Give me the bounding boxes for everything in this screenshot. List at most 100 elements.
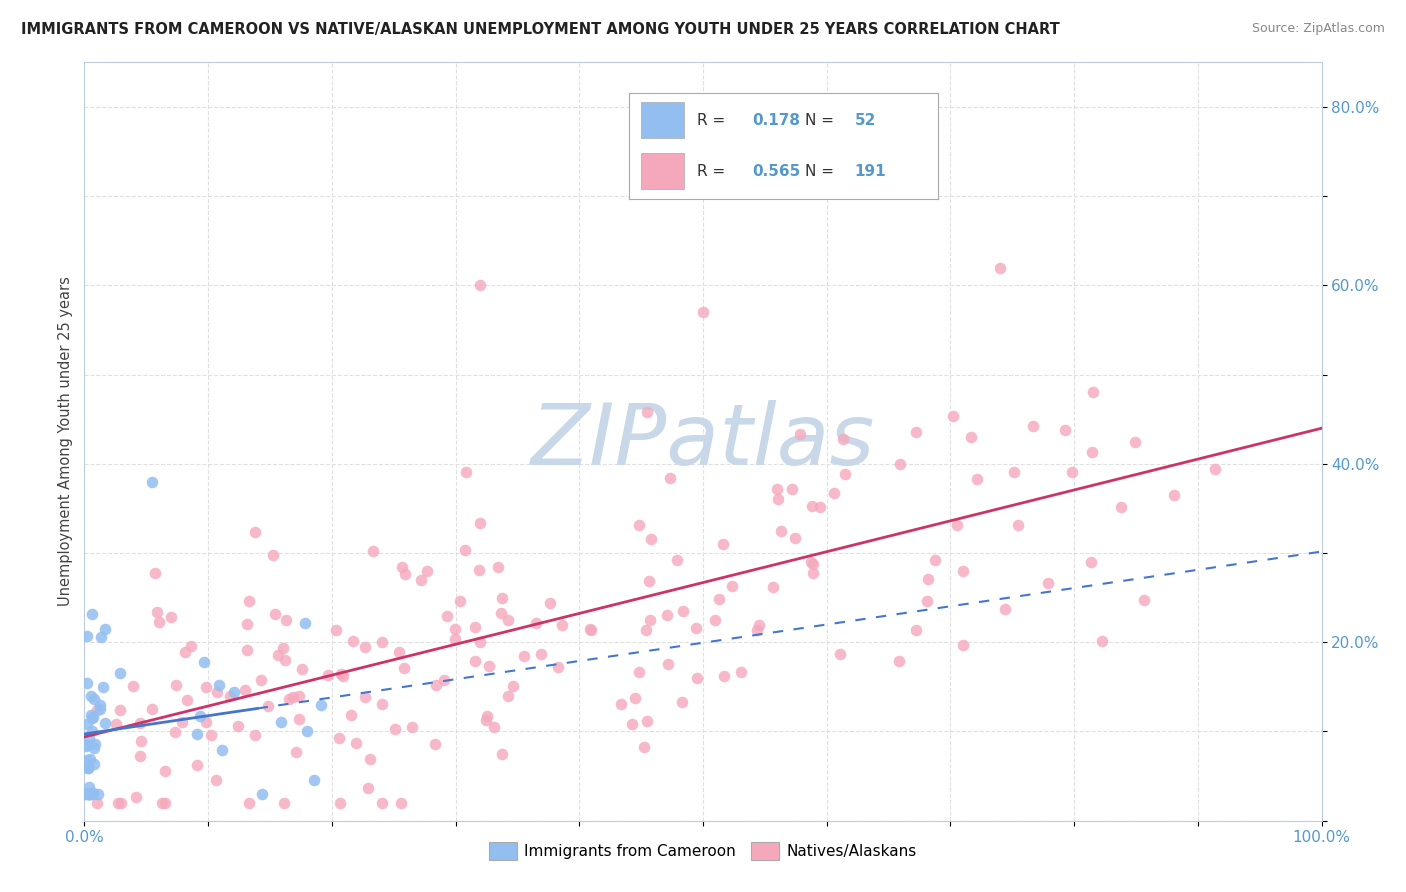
Point (889, 457, 911, 471)
Point (1111, 500, 1133, 514)
Point (801, 566, 824, 580)
Point (703, 613, 725, 627)
Point (200, 728, 222, 742)
Point (238, 593, 260, 607)
Point (624, 691, 647, 706)
Point (823, 486, 845, 500)
Point (1060, 465, 1083, 479)
Point (762, 580, 785, 594)
Point (107, 796, 129, 810)
Point (491, 591, 513, 605)
Point (291, 662, 314, 676)
Point (633, 739, 655, 754)
Point (942, 409, 965, 424)
Point (524, 616, 547, 631)
Point (75, 787, 97, 801)
Point (917, 572, 939, 586)
Point (82, 786, 104, 800)
Point (946, 517, 969, 532)
Point (384, 722, 406, 736)
Point (915, 593, 938, 607)
Point (243, 728, 266, 742)
Point (125, 789, 148, 804)
Point (238, 796, 260, 810)
Point (79, 787, 101, 801)
Point (128, 716, 150, 731)
Point (77, 787, 100, 801)
Point (148, 615, 170, 629)
Point (783, 531, 806, 545)
Point (478, 659, 501, 673)
Point (468, 563, 491, 577)
Point (222, 685, 245, 699)
Point (285, 745, 308, 759)
Point (655, 608, 678, 623)
Point (294, 615, 316, 630)
Point (357, 780, 380, 795)
Point (277, 692, 299, 706)
Point (464, 654, 486, 668)
Point (707, 592, 730, 607)
Point (477, 708, 499, 723)
Point (325, 624, 347, 638)
Point (87, 787, 110, 801)
Point (83, 691, 105, 706)
Point (782, 482, 804, 496)
Point (392, 660, 415, 674)
Point (370, 698, 392, 712)
Point (108, 666, 131, 681)
Point (770, 524, 793, 538)
Point (129, 748, 152, 763)
Point (76, 717, 98, 731)
Point (464, 620, 486, 634)
Point (1007, 518, 1029, 533)
Point (730, 665, 752, 679)
Point (110, 796, 132, 810)
Point (482, 720, 505, 734)
Point (638, 574, 661, 589)
Point (905, 624, 928, 638)
Point (94, 716, 117, 731)
Point (454, 543, 477, 558)
Point (83, 756, 105, 771)
Point (579, 622, 602, 636)
Point (82, 709, 104, 723)
Point (77, 787, 100, 801)
Point (302, 772, 325, 787)
Point (84, 737, 107, 751)
Point (1204, 462, 1226, 476)
Point (89, 702, 111, 716)
Point (830, 647, 852, 661)
Point (160, 610, 183, 624)
Point (808, 500, 831, 515)
Point (529, 647, 551, 661)
Point (1022, 419, 1045, 434)
Point (747, 623, 769, 637)
Point (205, 685, 228, 699)
Point (1036, 576, 1059, 591)
Point (361, 544, 384, 558)
Point (713, 669, 735, 683)
Point (1163, 488, 1185, 502)
Point (831, 432, 853, 446)
Point (502, 679, 524, 693)
Point (960, 430, 983, 444)
Point (470, 278, 492, 293)
Point (952, 638, 974, 652)
Point (77, 732, 100, 747)
Point (401, 720, 423, 734)
Point (186, 727, 208, 741)
Point (146, 605, 169, 619)
Point (768, 491, 790, 506)
Point (211, 743, 233, 757)
Point (281, 690, 304, 704)
Point (370, 635, 392, 649)
Point (443, 623, 465, 637)
Point (274, 653, 297, 667)
Point (1053, 423, 1076, 437)
Point (80, 711, 103, 725)
Point (172, 714, 194, 729)
Point (353, 640, 375, 655)
Y-axis label: Unemployment Among Youth under 25 years: Unemployment Among Youth under 25 years (58, 277, 73, 607)
Point (208, 678, 231, 692)
